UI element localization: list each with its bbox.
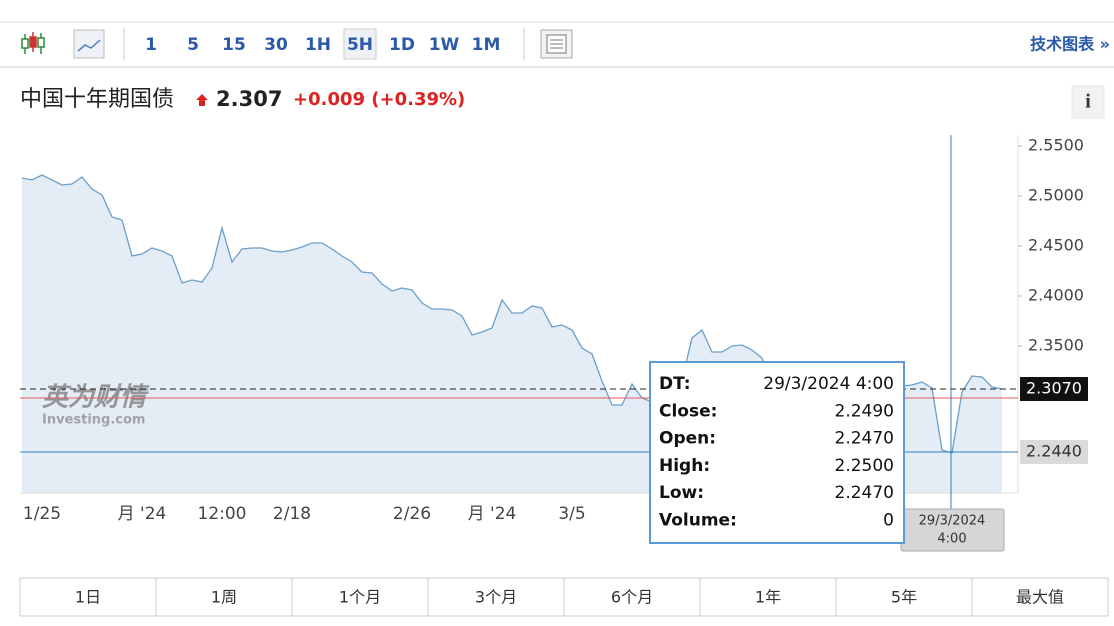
y-tick-label: 2.3500 <box>1028 336 1084 355</box>
interval-button[interactable]: 1H <box>305 35 331 55</box>
crosshair-y-label: 2.2440 <box>1026 442 1082 461</box>
interval-button[interactable]: 1M <box>472 35 501 55</box>
range-tab[interactable] <box>155 577 293 617</box>
price: 2.307 <box>216 87 282 111</box>
tooltip-key: Volume: <box>659 511 737 531</box>
range-tab-label[interactable]: 最大值 <box>1016 588 1064 607</box>
interval-selected[interactable] <box>343 28 377 60</box>
range-tab-label[interactable]: 1周 <box>211 588 237 607</box>
y-tick-label: 2.4000 <box>1028 286 1084 305</box>
interval-button[interactable]: 30 <box>264 35 288 55</box>
interval-button[interactable]: 5H <box>347 35 373 55</box>
tooltip-value: 2.2470 <box>835 483 894 503</box>
y-tick-label: 2.5000 <box>1028 186 1084 205</box>
tooltip-value: 2.2490 <box>835 401 894 421</box>
info-button[interactable] <box>1071 85 1105 119</box>
range-tab[interactable] <box>427 577 565 617</box>
crosshair-x-label: 29/3/2024 <box>919 514 986 529</box>
up-arrow <box>196 94 208 106</box>
tooltip-key: DT: <box>659 374 691 394</box>
line-icon[interactable] <box>73 29 105 59</box>
tooltip-value: 2.2470 <box>835 429 894 449</box>
tooltip-key: High: <box>659 456 710 476</box>
range-tab[interactable] <box>835 577 973 617</box>
tooltip-value: 0 <box>883 511 894 531</box>
interval-button[interactable]: 1 <box>145 35 157 55</box>
interval-button[interactable]: 15 <box>222 35 246 55</box>
chart-link[interactable]: 技术图表 » <box>1030 35 1110 54</box>
range-tab[interactable] <box>563 577 701 617</box>
x-tick-label: 1/25 <box>23 504 61 524</box>
tooltip-key: Open: <box>659 429 716 449</box>
instrument-name: 中国十年期国债 <box>20 87 174 112</box>
last-price-label: 2.3070 <box>1026 379 1082 398</box>
y-tick-label: 2.4500 <box>1028 236 1084 255</box>
range-tab-label[interactable]: 3个月 <box>475 588 517 607</box>
chart: 2.5500 2.5000 2.4500 2.4000 2.3500 1/25 月 '24 1… <box>20 135 1084 524</box>
x-tick-label: 12:00 <box>198 504 247 524</box>
interval-button[interactable]: 1D <box>389 35 415 55</box>
range-tab-label[interactable]: 5年 <box>891 588 917 607</box>
x-tick-label: 3/5 <box>558 504 585 524</box>
range-tab-label[interactable]: 1年 <box>755 588 781 607</box>
tooltip-value: 29/3/2024 4:00 <box>763 374 894 394</box>
tooltip-value: 2.2500 <box>835 456 894 476</box>
last-price-box <box>1020 377 1088 401</box>
range-tab[interactable] <box>971 577 1109 617</box>
interval-button[interactable]: 1W <box>429 35 460 55</box>
y-tick-label: 2.5500 <box>1028 136 1084 155</box>
tooltip-key: Close: <box>659 401 717 421</box>
tooltip-key: Low: <box>659 483 704 503</box>
range-tab[interactable] <box>19 577 157 617</box>
range-tab-label[interactable]: 6个月 <box>611 588 653 607</box>
candle-icon[interactable] <box>21 32 45 54</box>
x-tick-label: 月 '24 <box>468 504 517 524</box>
x-tick-label: 月 '24 <box>118 504 167 524</box>
info-icon[interactable]: i <box>1085 91 1091 113</box>
range-tab-label[interactable]: 1日 <box>75 588 101 607</box>
x-tick-label: 2/18 <box>273 504 311 524</box>
range-tab[interactable] <box>291 577 429 617</box>
x-tick-label: 2/26 <box>393 504 431 524</box>
watermark-site: Investing.com <box>42 413 145 428</box>
crosshair-x-label: 4:00 <box>937 532 966 547</box>
range-tab-label[interactable]: 1个月 <box>339 588 381 607</box>
interval-button[interactable]: 5 <box>187 35 199 55</box>
table-icon[interactable] <box>540 29 573 59</box>
price-change: +0.009 (+0.39%) <box>293 89 465 110</box>
crosshair-y-box <box>1020 440 1088 464</box>
tooltip-box <box>649 361 905 544</box>
